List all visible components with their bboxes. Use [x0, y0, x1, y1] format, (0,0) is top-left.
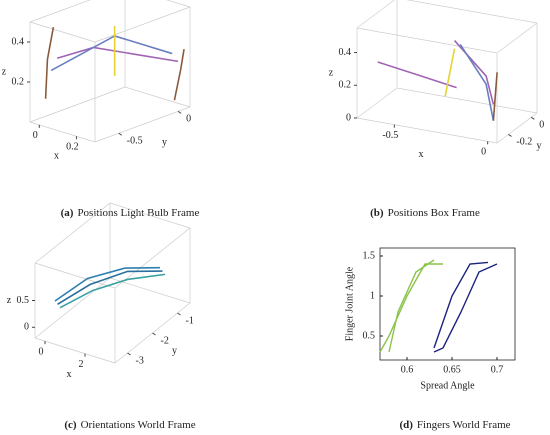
box-edge: [29, 86, 126, 123]
x-axis-label: x: [419, 149, 424, 160]
trajectory: [44, 27, 55, 99]
y-tick-label: -3: [136, 355, 144, 366]
y-tick: [508, 134, 512, 137]
caption: (a) Positions Light Bulb Frame: [61, 207, 200, 219]
trajectory: [377, 61, 457, 89]
box-edge: [356, 27, 498, 54]
box-edge: [124, 86, 191, 108]
box-edge: [406, 0, 538, 24]
z-tick-label: 0.2: [339, 80, 352, 91]
y-tick-label: 0.5: [363, 330, 376, 341]
caption-label: (d): [399, 419, 413, 431]
y-tick: [177, 110, 182, 114]
caption-label: (a): [61, 207, 74, 219]
y-axis-label: y: [162, 137, 167, 148]
y-tick: [152, 332, 156, 336]
box-edge: [109, 277, 191, 304]
z-tick-label: 0.5: [17, 295, 30, 306]
box-edge: [356, 0, 395, 29]
caption: (b) Positions Box Frame: [370, 207, 480, 219]
caption: (d) Fingers World Frame: [399, 419, 510, 431]
box-edge: [34, 277, 111, 339]
trajectory: [50, 35, 173, 72]
caption: (c) Orientations World Frame: [64, 419, 195, 431]
box-edge: [29, 0, 91, 23]
z-axis-label: z: [7, 295, 12, 306]
z-axis-label: z: [329, 67, 334, 78]
y-tick: [118, 132, 123, 136]
box-edge: [94, 6, 191, 43]
y-tick: [177, 312, 181, 316]
box-edge: [34, 262, 116, 289]
y-tick-label: -0.2: [516, 137, 532, 148]
z-tick-label: 0: [24, 322, 29, 333]
z-tick-label: 0: [346, 112, 351, 123]
x-tick-label: 0.7: [491, 364, 504, 375]
y-tick-label: 1.5: [363, 250, 376, 261]
y-tick-label: 0: [539, 120, 544, 131]
line: [433, 261, 489, 349]
caption-label: (c): [64, 419, 77, 431]
trajectory: [444, 48, 456, 97]
y-tick-label: -2: [161, 335, 169, 346]
trajectory: [59, 273, 166, 309]
box-edge: [34, 337, 116, 364]
x-tick-label: 2: [79, 359, 84, 370]
x-axis-label: Spread Angle: [420, 380, 475, 391]
y-tick-label: -0.5: [127, 136, 143, 147]
box-edge: [94, 106, 191, 143]
x-tick-label: 0: [481, 147, 486, 158]
y-tick: [531, 116, 535, 120]
trajectory: [57, 270, 163, 306]
line: [433, 263, 498, 353]
box-edge: [496, 112, 538, 144]
line: [388, 259, 435, 353]
box-edge: [356, 117, 498, 144]
x-axis-label: x: [67, 369, 72, 380]
box-edge: [29, 21, 96, 43]
line: [379, 263, 443, 353]
x-tick-label: -0.5: [382, 130, 398, 141]
y-axis-label: Finger Joint Angle: [344, 266, 355, 341]
x-axis-label: x: [54, 150, 59, 161]
y-tick-label: 1: [370, 290, 375, 301]
x-tick-label: 0.6: [401, 364, 414, 375]
x-tick-label: 0: [33, 130, 38, 141]
trajectory: [459, 44, 495, 121]
plot-frame: [379, 247, 516, 361]
z-axis-label: z: [2, 66, 7, 77]
caption-label: (b): [370, 207, 384, 219]
y-tick: [127, 352, 131, 356]
x-tick-label: 0: [39, 346, 44, 357]
y-tick-label: 0: [186, 114, 191, 125]
box-edge: [496, 22, 538, 54]
z-tick-label: 0.4: [12, 36, 25, 47]
y-axis-label: y: [537, 140, 542, 151]
box-edge: [114, 227, 191, 289]
caption-text: Positions Box Frame: [388, 207, 480, 219]
z-tick-label: 0.4: [339, 47, 352, 58]
x-tick-label: 0.2: [66, 142, 79, 153]
z-tick-label: 0.2: [12, 76, 25, 87]
box-edge: [166, 0, 191, 8]
caption-text: Fingers World Frame: [417, 419, 511, 431]
box-edge: [29, 121, 96, 143]
box-edge: [109, 202, 191, 229]
caption-text: Orientations World Frame: [81, 419, 196, 431]
trajectory: [173, 49, 185, 101]
box-edge: [356, 87, 398, 119]
trajectory: [54, 266, 161, 302]
box-edge: [34, 202, 111, 264]
y-tick-label: -1: [186, 315, 194, 326]
box-edge: [396, 87, 538, 114]
caption-text: Positions Light Bulb Frame: [77, 207, 199, 219]
x-tick-label: 0.65: [443, 364, 461, 375]
y-axis-label: y: [172, 345, 177, 356]
trajectory: [492, 72, 498, 121]
